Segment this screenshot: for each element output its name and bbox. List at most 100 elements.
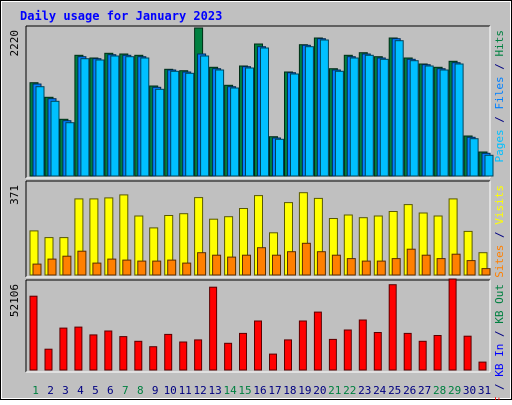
bar-pages-day-29 <box>454 63 464 177</box>
bar-sites-day-3 <box>62 255 72 276</box>
x-tick-label: 30 <box>463 384 476 397</box>
chart-title: Daily usage for January 2023 <box>20 9 222 23</box>
bar-pages-day-12 <box>200 55 210 177</box>
bar-sites-day-19 <box>301 242 311 276</box>
legend-entry: / <box>493 225 506 245</box>
bar-kb-f-day-23 <box>358 319 367 371</box>
bar-sites-day-7 <box>122 259 132 276</box>
x-tick-label: 22 <box>343 384 356 397</box>
bar-kb-f-day-26 <box>403 332 412 371</box>
bar-sites-day-8 <box>137 260 147 276</box>
x-tick-label: 23 <box>358 384 371 397</box>
x-tick-label: 16 <box>253 384 266 397</box>
x-tick-label: 31 <box>478 384 491 397</box>
x-axis-labels: 1 2 3 4 5 6 7 8 9 10 11 12 13 14 15 16 17 18 19 20 21 22 23 24 2… <box>32 384 491 397</box>
x-tick-label: 7 <box>122 384 129 397</box>
x-tick-label: 18 <box>283 384 296 397</box>
bar-pages-day-17 <box>275 138 284 177</box>
bar-sites-day-9 <box>152 260 162 276</box>
legend-entry: / <box>493 110 506 130</box>
bar-sites-day-29 <box>451 253 461 276</box>
panel-hits-max-label: 2220 <box>8 30 21 57</box>
bar-kb-f-day-6 <box>104 330 113 371</box>
panel-visits-max-label: 371 <box>8 185 21 205</box>
x-tick-label: 5 <box>92 384 99 397</box>
legend-entry: Sites <box>493 245 506 278</box>
bar-kb-f-day-10 <box>164 333 173 371</box>
x-tick-label: 24 <box>373 384 387 397</box>
bar-kb-f-day-19 <box>298 320 307 371</box>
bar-sites-day-31 <box>481 268 491 276</box>
x-tick-label: 26 <box>403 384 416 397</box>
bar-pages-day-23 <box>364 54 374 177</box>
bar-pages-day-15 <box>245 67 254 177</box>
bar-pages-day-10 <box>170 70 180 177</box>
bar-pages-day-6 <box>110 55 120 177</box>
bar-sites-day-21 <box>331 254 341 276</box>
panel-visits: 371 Sites / Visits <box>8 180 506 278</box>
bar-sites-day-24 <box>376 260 386 276</box>
bar-sites-day-16 <box>257 247 266 276</box>
bar-pages-day-14 <box>230 87 240 177</box>
x-tick-label: 15 <box>238 384 251 397</box>
bar-kb-f-day-7 <box>119 336 128 371</box>
bar-pages-day-19 <box>304 46 314 177</box>
bar-kb-f-day-14 <box>224 342 233 371</box>
bar-kb-f-day-18 <box>284 339 292 371</box>
x-tick-label: 11 <box>179 384 192 397</box>
bar-pages-day-8 <box>140 57 150 177</box>
bar-pages-day-21 <box>334 70 344 177</box>
legend-entry: / <box>493 377 506 397</box>
bar-sites-day-20 <box>316 251 326 276</box>
bar-pages-day-25 <box>394 40 404 177</box>
x-tick-label: 14 <box>223 384 237 397</box>
bar-pages-day-18 <box>290 73 299 177</box>
legend-entry: KB Out <box>493 284 506 324</box>
bar-kb-f-day-3 <box>59 327 68 371</box>
x-tick-label: 25 <box>388 384 401 397</box>
bar-pages-day-30 <box>469 138 479 177</box>
bar-sites-day-1 <box>32 263 42 276</box>
bar-pages-day-26 <box>409 60 419 177</box>
bar-pages-day-3 <box>65 122 75 177</box>
legend-entry: Files <box>493 76 506 109</box>
bar-pages-day-7 <box>125 56 135 177</box>
x-tick-label: 3 <box>62 384 69 397</box>
bar-sites-day-15 <box>242 254 251 276</box>
bar-pages-day-5 <box>95 59 105 177</box>
bar-sites-day-2 <box>47 258 57 276</box>
bar-pages-day-31 <box>484 154 494 177</box>
legend-entry: Pages <box>493 129 506 162</box>
x-tick-label: 20 <box>313 384 326 397</box>
x-tick-label: 19 <box>298 384 311 397</box>
bar-kb-f-day-27 <box>418 340 427 371</box>
bar-kb-f-day-8 <box>134 340 143 371</box>
bar-sites-day-27 <box>421 254 431 276</box>
legend-entry: Visits <box>493 185 506 225</box>
bar-pages-day-27 <box>424 65 434 177</box>
bar-pages-day-9 <box>155 88 165 177</box>
legend-entry: Hits <box>493 30 506 57</box>
x-tick-label: 6 <box>107 384 114 397</box>
bar-kb-f-day-2 <box>44 348 53 371</box>
bar-kb-f-day-9 <box>149 346 158 371</box>
bar-sites-day-18 <box>287 251 296 276</box>
bar-sites-day-6 <box>107 258 117 276</box>
x-tick-label: 4 <box>77 384 84 397</box>
bar-sites-day-22 <box>346 258 356 276</box>
bar-kb-f-day-17 <box>269 353 277 371</box>
bar-kb-f-day-22 <box>343 329 352 371</box>
x-tick-label: 12 <box>193 384 206 397</box>
legend-entry: / <box>493 324 506 344</box>
x-tick-label: 8 <box>137 384 144 397</box>
x-tick-label: 10 <box>164 384 177 397</box>
x-tick-label: 13 <box>208 384 221 397</box>
bar-kb-f-day-1 <box>29 295 38 371</box>
bar-kb-f-day-12 <box>194 339 203 371</box>
x-tick-label: 27 <box>418 384 431 397</box>
bar-pages-day-22 <box>349 57 359 177</box>
legend-entry: / <box>493 57 506 77</box>
bar-sites-day-25 <box>391 258 401 276</box>
